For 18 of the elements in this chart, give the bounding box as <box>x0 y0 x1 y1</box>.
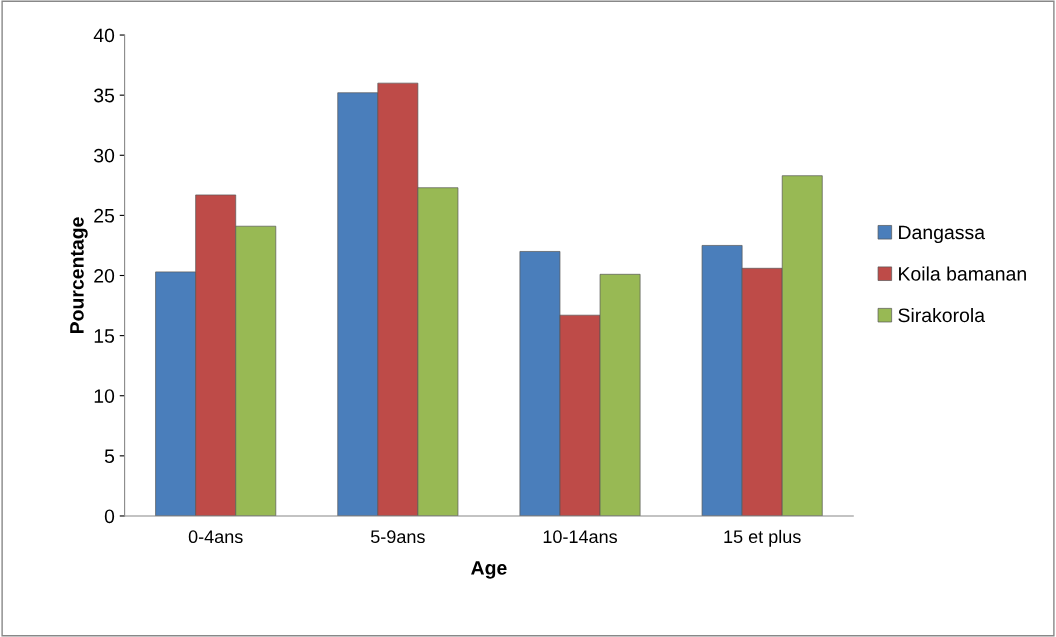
legend-label: Dangassa <box>899 225 986 244</box>
legend-label: Sirakorola <box>898 307 986 323</box>
y-tick-label: 40 <box>93 28 115 43</box>
y-tick-label: 10 <box>94 389 115 403</box>
y-tick-label: 35 <box>94 88 115 103</box>
y-tick-label: 0 <box>104 509 115 524</box>
y-tick-label: 5 <box>104 449 115 464</box>
y-axis-title: Pourcentage <box>70 217 88 334</box>
y-tick-label: 25 <box>94 208 115 223</box>
x-tick-label: 10-14ans <box>543 530 618 544</box>
y-tick-label: 15 <box>94 329 115 343</box>
x-axis-title: Age <box>471 561 507 579</box>
y-tick-label: 20 <box>94 268 115 283</box>
y-tick-label: 30 <box>94 148 115 163</box>
legend-label: Koila bamanan <box>899 266 1026 281</box>
x-tick-label: 15 et plus <box>724 529 801 547</box>
x-tick-label: 5-9ans <box>370 530 425 544</box>
x-tick-label: 0-4ans <box>188 530 243 544</box>
